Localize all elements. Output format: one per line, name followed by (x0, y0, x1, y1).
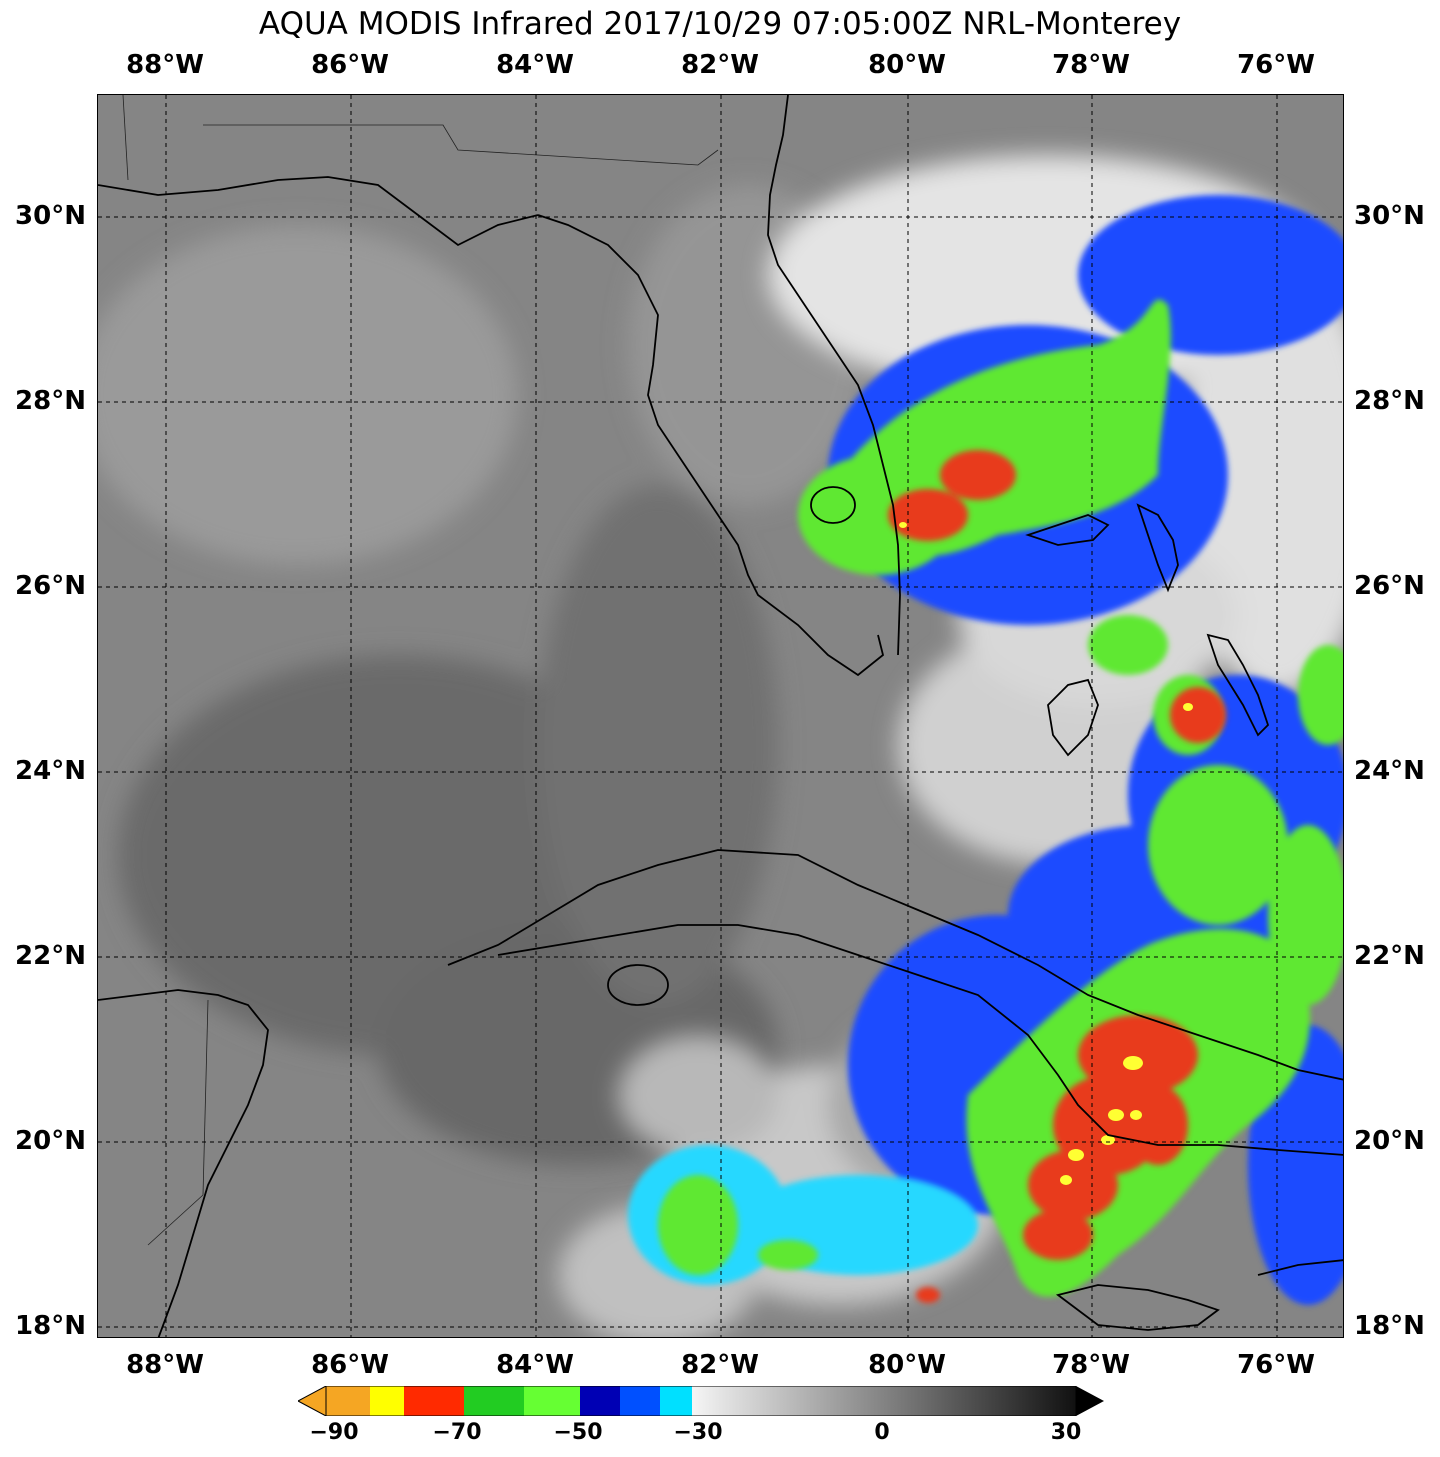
colorbar-min-arrow (298, 1386, 327, 1416)
colorbar-max-arrow (1076, 1386, 1104, 1416)
lat-label-left: 28°N (15, 386, 86, 416)
lat-label-left: 30°N (15, 201, 86, 231)
lon-label-top: 86°W (311, 50, 389, 80)
colorbar-tick-label: −70 (432, 1420, 482, 1445)
lat-label-left: 18°N (15, 1311, 86, 1341)
lon-label-top: 78°W (1052, 50, 1130, 80)
satellite-map (97, 94, 1344, 1338)
warm-region-shading (98, 185, 868, 1165)
lat-label-right: 28°N (1354, 386, 1425, 416)
lat-label-left: 24°N (15, 756, 86, 786)
lon-label-bottom: 78°W (1052, 1350, 1130, 1380)
colorbar-tick-label: 30 (1050, 1420, 1082, 1445)
cold-cloud-red (888, 450, 1226, 1303)
cb-seg-orange (326, 1386, 370, 1416)
lon-label-top: 84°W (496, 50, 574, 80)
colorbar-tick-label: 0 (874, 1420, 890, 1445)
lat-label-left: 22°N (15, 941, 86, 971)
lon-label-top: 76°W (1237, 50, 1315, 80)
lon-label-top: 80°W (868, 50, 946, 80)
lon-label-top: 88°W (126, 50, 204, 80)
lon-label-top: 82°W (681, 50, 759, 80)
lon-label-bottom: 76°W (1237, 1350, 1315, 1380)
lat-label-left: 20°N (15, 1126, 86, 1156)
map-title: AQUA MODIS Infrared 2017/10/29 07:05:00Z… (258, 6, 1182, 42)
colorbar-tick-label: −90 (309, 1420, 359, 1445)
lon-label-bottom: 80°W (868, 1350, 946, 1380)
colorbar-tick-label: −30 (673, 1420, 723, 1445)
map-canvas (98, 95, 1343, 1337)
cb-seg-yellow (370, 1386, 404, 1416)
cb-seg-red (404, 1386, 464, 1416)
colorbar (298, 1386, 1104, 1416)
borders (122, 95, 719, 1246)
cb-seg-lime (524, 1386, 580, 1416)
lon-label-bottom: 82°W (681, 1350, 759, 1380)
lat-label-right: 22°N (1354, 941, 1425, 971)
coastlines (98, 95, 1343, 1337)
lat-label-right: 30°N (1354, 201, 1425, 231)
lon-label-bottom: 86°W (311, 1350, 389, 1380)
lat-label-right: 24°N (1354, 756, 1425, 786)
cb-seg-navy (580, 1386, 620, 1416)
lat-label-right: 18°N (1354, 1311, 1425, 1341)
cb-seg-blue (620, 1386, 660, 1416)
lat-label-right: 26°N (1354, 571, 1425, 601)
cb-seg-cyan (660, 1386, 692, 1416)
cb-seg-green (464, 1386, 524, 1416)
lon-label-bottom: 84°W (496, 1350, 574, 1380)
lat-label-left: 26°N (15, 571, 86, 601)
colorbar-tick-label: −50 (553, 1420, 603, 1445)
lat-label-right: 20°N (1354, 1126, 1425, 1156)
cold-cloud-yellow (899, 522, 1193, 1185)
cb-seg-gray (692, 1386, 1076, 1416)
lon-label-bottom: 88°W (126, 1350, 204, 1380)
